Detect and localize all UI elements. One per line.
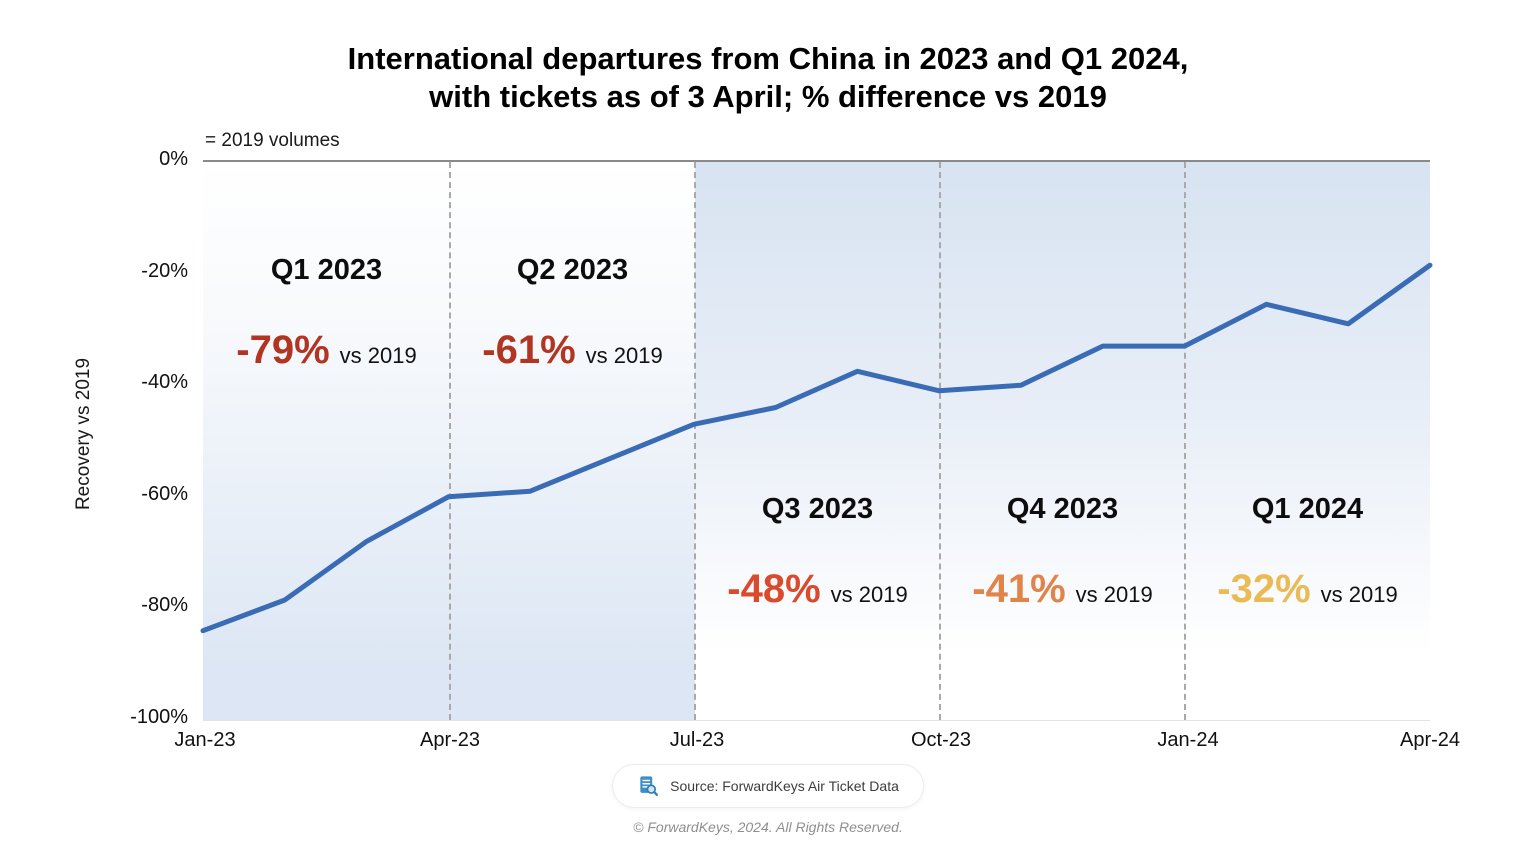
annotation-percent: -41% — [972, 567, 1066, 611]
recovery-line — [200, 262, 1433, 634]
y-tick-3: -60% — [141, 483, 188, 505]
annotation-percent: -79% — [236, 328, 330, 372]
y-tick-0: 0% — [159, 148, 188, 170]
source-text: Source: ForwardKeys Air Ticket Data — [670, 778, 899, 794]
annotation-value-row: -41% vs 2019 — [940, 567, 1185, 612]
band-q1-2024 — [1185, 162, 1430, 720]
quarter-divider-jul23 — [694, 162, 696, 720]
source-badge: Source: ForwardKeys Air Ticket Data — [612, 764, 924, 808]
x-tick-apr24: Apr-24 — [1399, 729, 1461, 751]
plot-area: Q1 2023 -79% vs 2019 Q2 2023 -61% vs 2019 … — [200, 160, 1433, 721]
annotation-value-row: -32% vs 2019 — [1185, 567, 1430, 612]
annotation-percent: -61% — [482, 328, 576, 372]
x-tick-oct23: Oct-23 — [910, 729, 972, 751]
chart-title: International departures from China in 2… — [0, 40, 1536, 116]
annotation-q1-2024: Q1 2024 -32% vs 2019 — [1185, 493, 1430, 623]
annotation-q1-2023: Q1 2023 -79% vs 2019 — [203, 254, 450, 384]
quarter-divider-apr23 — [449, 162, 451, 720]
quarter-divider-oct23 — [939, 162, 941, 720]
x-tick-jan24: Jan-24 — [1157, 729, 1219, 751]
y-tick-5: -100% — [130, 706, 188, 728]
annotation-value-row: -79% vs 2019 — [203, 328, 450, 373]
chart-title-line1: International departures from China in 2… — [347, 41, 1189, 76]
annotation-quarter-label: Q3 2023 — [761, 493, 874, 525]
annotation-percent: -32% — [1217, 567, 1311, 611]
band-q3-2023 — [695, 162, 940, 720]
annotation-q2-2023: Q2 2023 -61% vs 2019 — [450, 254, 695, 384]
recovery-line-series — [200, 262, 1433, 634]
chart-title-line2: with tickets as of 3 April; % difference… — [429, 79, 1107, 114]
annotation-suffix: vs 2019 — [339, 343, 417, 368]
annotation-suffix: vs 2019 — [830, 582, 908, 607]
annotation-quarter-label: Q4 2023 — [1006, 493, 1119, 525]
y-tick-1: -20% — [141, 260, 188, 282]
quarter-divider-jan24 — [1184, 162, 1186, 720]
x-tick-jul23: Jul-23 — [669, 729, 725, 751]
y-tick-4: -80% — [141, 594, 188, 616]
annotation-value-row: -48% vs 2019 — [695, 567, 940, 612]
band-q1-2023 — [203, 162, 450, 720]
annotation-quarter-label: Q1 2024 — [1251, 493, 1364, 525]
document-search-icon — [637, 775, 659, 797]
annotation-quarter-label: Q1 2023 — [270, 254, 383, 286]
annotation-percent: -48% — [727, 567, 821, 611]
copyright-text: © ForwardKeys, 2024. All Rights Reserved… — [633, 819, 903, 835]
y-tick-2: -40% — [141, 371, 188, 393]
annotation-q3-2023: Q3 2023 -48% vs 2019 — [695, 493, 940, 623]
baseline-note: = 2019 volumes — [205, 130, 340, 151]
annotation-suffix: vs 2019 — [1320, 582, 1398, 607]
annotation-suffix: vs 2019 — [1075, 582, 1153, 607]
band-q4-2023 — [940, 162, 1185, 720]
annotation-suffix: vs 2019 — [585, 343, 663, 368]
annotation-value-row: -61% vs 2019 — [450, 328, 695, 373]
annotation-q4-2023: Q4 2023 -41% vs 2019 — [940, 493, 1185, 623]
x-tick-jan23: Jan-23 — [174, 729, 236, 751]
x-tick-apr23: Apr-23 — [419, 729, 481, 751]
annotation-quarter-label: Q2 2023 — [516, 254, 629, 286]
